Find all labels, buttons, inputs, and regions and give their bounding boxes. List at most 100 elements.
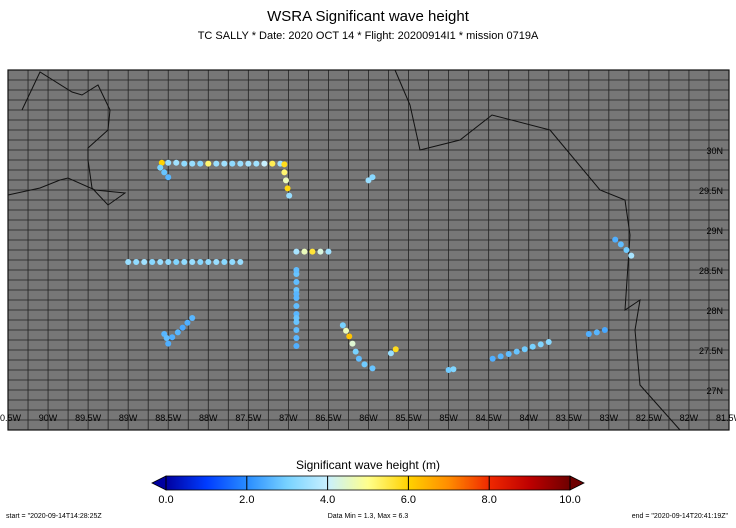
wave-height-point	[205, 160, 212, 167]
wave-height-point	[392, 346, 399, 353]
wave-height-point	[601, 327, 608, 333]
wave-height-point	[245, 160, 252, 167]
lat-label: 27N	[706, 386, 723, 396]
lon-label: 86W	[359, 413, 378, 423]
lon-label: 89W	[119, 413, 138, 423]
wave-height-point	[293, 335, 300, 341]
wave-height-point	[309, 248, 316, 255]
wave-height-point	[293, 248, 300, 255]
wave-height-point	[497, 353, 504, 360]
wave-height-point	[369, 174, 376, 181]
wave-height-point	[184, 319, 191, 326]
wave-height-point	[221, 259, 228, 265]
wave-height-point	[163, 335, 170, 341]
wave-height-point	[343, 327, 350, 334]
map-subtitle: TC SALLY * Date: 2020 OCT 14 * Flight: 2…	[197, 30, 539, 42]
map-title: WSRA Significant wave height	[267, 8, 469, 25]
wave-height-point	[521, 346, 528, 353]
wave-height-point	[189, 315, 196, 321]
wave-height-point	[229, 160, 236, 167]
wave-height-point	[237, 259, 244, 265]
wave-height-point	[352, 348, 359, 355]
lat-label: 29.5N	[699, 186, 723, 196]
lon-label: 81.5W	[716, 413, 736, 423]
lat-label: 30N	[706, 146, 723, 156]
wave-height-point	[293, 315, 300, 321]
wave-height-point	[293, 343, 300, 349]
colorbar-tick-label: 6.0	[401, 494, 416, 506]
wave-height-point	[229, 259, 236, 265]
lon-label: 83.5W	[556, 413, 583, 423]
wave-height-point	[349, 340, 356, 347]
wave-height-point	[445, 367, 452, 373]
wave-height-point	[253, 160, 260, 167]
lon-label: 84W	[519, 413, 538, 423]
lat-label: 29N	[706, 226, 723, 236]
lon-label: 86.5W	[315, 413, 342, 423]
colorbar-label: Significant wave height (m)	[295, 458, 441, 472]
wave-height-point	[301, 248, 308, 255]
lon-label: 90.5W	[0, 413, 22, 423]
lon-label: 85W	[439, 413, 458, 423]
map-frame	[7, 69, 730, 431]
wave-height-point	[281, 169, 288, 176]
lat-label: 27.5N	[699, 346, 723, 356]
wave-height-point	[293, 291, 300, 297]
colorbar-tick-label: 8.0	[482, 494, 497, 506]
wave-height-point	[623, 247, 630, 253]
wave-height-point	[125, 259, 132, 265]
lon-label: 83W	[600, 413, 619, 423]
wave-height-point	[286, 192, 293, 199]
lon-label: 87W	[279, 413, 298, 423]
lat-label: 28.5N	[699, 266, 723, 276]
wave-height-point	[157, 164, 164, 171]
colorbar-tick-label: 10.0	[559, 494, 580, 506]
footer-start: start = "2020-09-14T14:28:25Z	[6, 513, 102, 520]
wave-height-point	[213, 160, 220, 167]
colorbar-tick-label: 0.0	[158, 494, 173, 506]
wave-height-point	[284, 185, 291, 192]
wave-height-point	[161, 169, 168, 176]
wave-height-point	[165, 340, 172, 347]
wave-height-point	[165, 159, 172, 166]
wave-height-point	[529, 343, 536, 350]
colorbar-tick-label: 4.0	[320, 494, 335, 506]
lon-label: 85.5W	[396, 413, 423, 423]
colorbar-min-arrow	[151, 475, 167, 491]
wave-height-point	[545, 339, 552, 345]
footer-end: end = "2020-09-14T20:41:19Z"	[631, 513, 728, 520]
wave-height-point	[450, 366, 457, 373]
wave-height-point	[361, 361, 368, 368]
wave-height-point	[537, 341, 544, 348]
lon-label: 82.5W	[636, 413, 663, 423]
wave-height-point	[149, 259, 156, 265]
wave-height-point	[369, 365, 376, 372]
wave-height-point	[293, 279, 300, 285]
lon-label: 84.5W	[476, 413, 503, 423]
wave-height-point	[513, 348, 520, 355]
lon-label: 82W	[680, 413, 699, 423]
footer-data-stats: Data Min = 1.3, Max = 6.3	[327, 513, 409, 520]
wave-height-point	[179, 324, 186, 331]
wave-height-point	[261, 160, 268, 167]
wave-height-point	[221, 160, 228, 167]
wave-height-point	[133, 259, 140, 265]
wave-height-point	[169, 334, 176, 341]
wave-height-point	[197, 160, 204, 167]
wave-height-point	[213, 259, 220, 265]
coastline-west	[7, 71, 127, 206]
wave-height-point	[317, 248, 324, 255]
wave-height-point	[269, 160, 276, 167]
wave-height-point	[593, 329, 600, 336]
wave-height-point	[181, 160, 188, 167]
wave-height-point	[293, 267, 300, 273]
wave-height-point	[157, 259, 164, 265]
wave-height-point	[365, 177, 372, 184]
wave-height-point	[165, 174, 172, 181]
wave-height-point	[346, 333, 353, 340]
wave-height-point	[325, 248, 332, 255]
wave-height-point	[293, 327, 300, 333]
wave-height-point	[585, 331, 592, 337]
wave-height-point	[282, 177, 289, 184]
